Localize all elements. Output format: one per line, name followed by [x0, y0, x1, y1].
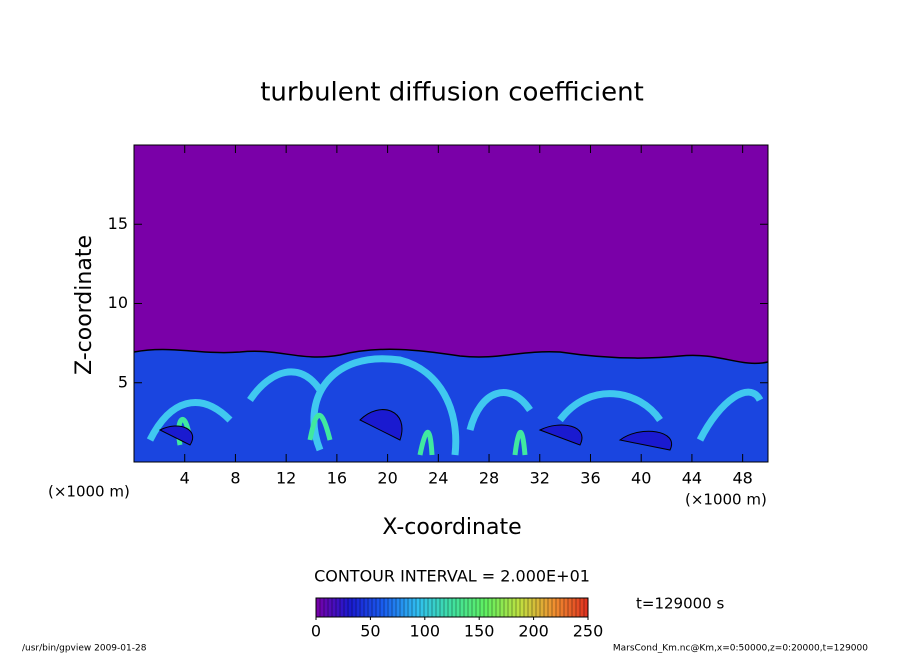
x-tick-label: 24 — [428, 469, 448, 488]
y-axis-label: Z-coordinate — [72, 235, 97, 375]
colorbar — [315, 597, 589, 618]
colorbar-tick-label: 0 — [311, 622, 321, 641]
footer-right: MarsCond_Km.nc@Km,x=0:50000,z=0:20000,t=… — [613, 644, 868, 654]
x-tick-label: 32 — [530, 469, 550, 488]
colorbar-tick-label: 200 — [518, 622, 549, 641]
contour-note: CONTOUR INTERVAL = 2.000E+01 — [314, 567, 590, 586]
y-unit: (×1000 m) — [685, 491, 767, 509]
x-tick-label: 12 — [276, 469, 296, 488]
colorbar-tick-label: 150 — [464, 622, 495, 641]
x-tick-label: 8 — [230, 469, 240, 488]
y-tick-label: 5 — [118, 372, 128, 391]
x-tick-label: 16 — [327, 469, 347, 488]
x-axis-label: X-coordinate — [382, 515, 521, 540]
x-tick-label: 44 — [682, 469, 702, 488]
y-tick-label: 10 — [108, 293, 128, 312]
footer-left: /usr/bin/gpview 2009-01-28 — [22, 644, 147, 654]
y-tick-label: 15 — [108, 214, 128, 233]
colorbar-tick-label: 50 — [360, 622, 380, 641]
x-unit: (×1000 m) — [48, 483, 130, 501]
chart-title: turbulent diffusion coefficient — [260, 78, 644, 108]
colorbar-tick-label: 100 — [410, 622, 441, 641]
x-tick-label: 36 — [580, 469, 600, 488]
x-tick-label: 4 — [180, 469, 190, 488]
x-tick-label: 40 — [631, 469, 651, 488]
x-tick-label: 20 — [377, 469, 397, 488]
x-tick-label: 48 — [732, 469, 752, 488]
x-tick-label: 28 — [479, 469, 499, 488]
time-label: t=129000 s — [636, 595, 724, 613]
turbulent-layer — [133, 348, 769, 462]
colorbar-tick-label: 250 — [573, 622, 604, 641]
